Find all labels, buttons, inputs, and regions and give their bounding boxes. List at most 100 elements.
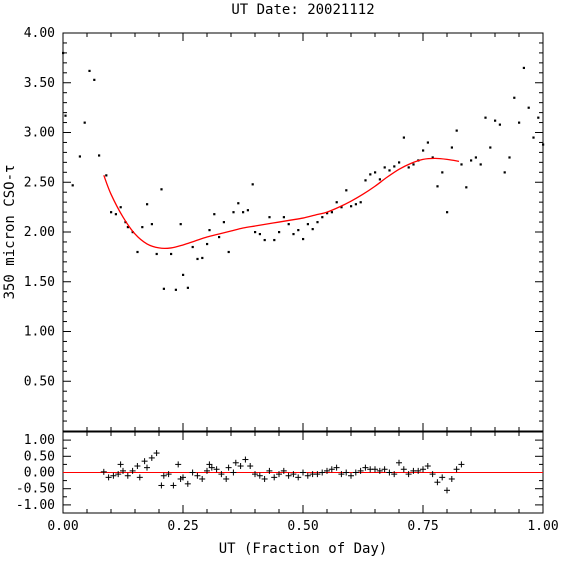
tau-point	[254, 231, 257, 234]
tau-point	[162, 287, 165, 290]
residual-point	[314, 471, 321, 478]
residual-point	[372, 466, 378, 473]
y-tick-label: 0.50	[24, 374, 55, 389]
tau-point	[503, 171, 506, 174]
tau-point	[494, 119, 497, 122]
residual-point	[206, 461, 213, 468]
tau-point	[527, 106, 530, 109]
tau-point	[141, 226, 144, 229]
tau-point	[498, 123, 501, 126]
residual-point	[376, 467, 383, 474]
tau-point	[484, 116, 487, 119]
residual-point	[343, 469, 350, 476]
tau-point	[170, 252, 173, 256]
top-panel: 0.50 1.00 1.50 2.00 2.50 3.00 3.50 4.00	[24, 26, 545, 432]
y-tick-label: 3.50	[24, 76, 55, 91]
tau-point	[78, 155, 81, 158]
residual-point	[134, 463, 141, 470]
tau-point	[412, 163, 415, 166]
residual-point	[100, 468, 107, 475]
residual-point	[352, 469, 359, 476]
residual-point	[429, 471, 436, 478]
tau-point	[114, 213, 117, 216]
residual-point	[276, 471, 282, 478]
residual-point	[444, 487, 450, 494]
x-tick-label: 1.00	[527, 519, 558, 534]
residual-point	[252, 471, 258, 478]
residual-y-tick-label: 0.50	[24, 449, 55, 464]
residual-point	[290, 471, 297, 478]
y-tick-label: 1.50	[24, 275, 55, 290]
residual-point	[280, 467, 287, 474]
residual-point	[415, 467, 422, 474]
residual-y-tick-label: -1.00	[16, 498, 55, 513]
residual-point	[295, 474, 302, 481]
tau-point	[393, 165, 396, 168]
tau-point	[326, 212, 329, 215]
tau-point	[258, 232, 261, 236]
tau-point	[98, 154, 101, 157]
tau-point	[227, 250, 230, 254]
tau-point	[508, 156, 511, 159]
residual-y-tick-label: 0.00	[24, 466, 55, 481]
tau-point	[359, 201, 362, 204]
residual-point	[218, 471, 225, 478]
residual-point	[199, 475, 206, 482]
residual-point	[124, 472, 131, 479]
tau-point	[208, 229, 211, 232]
tau-point	[450, 146, 453, 149]
tau-point	[345, 189, 348, 192]
tau-point	[460, 163, 463, 166]
tau-point	[537, 116, 540, 119]
tau-point	[64, 114, 67, 117]
tau-point	[110, 211, 113, 214]
y-tick-label: 3.00	[24, 126, 55, 141]
tau-point	[237, 202, 240, 205]
tau-point	[105, 174, 108, 177]
tau-point	[388, 169, 391, 172]
residual-point	[285, 472, 292, 479]
tau-point	[136, 250, 139, 254]
residual-point	[405, 471, 412, 478]
tau-point	[206, 242, 209, 246]
tau-point	[232, 211, 235, 214]
residual-point	[338, 471, 345, 478]
tau-point	[191, 245, 194, 249]
tau-point	[213, 213, 216, 216]
tau-point	[431, 156, 434, 159]
residual-point	[319, 469, 326, 476]
tau-point	[218, 235, 221, 239]
residual-point	[141, 458, 148, 465]
residual-point	[129, 467, 136, 474]
residual-point	[391, 471, 398, 478]
residual-point	[386, 469, 393, 476]
tau-point	[474, 156, 477, 159]
tau-point	[402, 136, 405, 139]
tau-point	[182, 273, 185, 276]
residual-y-tick-label: 1.00	[24, 433, 55, 448]
tau-point	[532, 136, 535, 139]
residual-point	[453, 466, 460, 473]
residual-point	[242, 456, 249, 463]
tau-point	[426, 141, 429, 144]
residual-point	[357, 467, 364, 474]
residual-point	[115, 471, 122, 478]
tau-point	[422, 149, 425, 152]
residual-point	[232, 459, 239, 466]
tau-point	[316, 221, 319, 224]
x-tick-label: 0.75	[407, 519, 438, 534]
tau-point	[62, 51, 65, 55]
tau-point	[126, 226, 129, 229]
residual-point	[189, 469, 196, 476]
tau-point	[282, 216, 285, 219]
residual-point	[237, 463, 244, 470]
fit-curve	[103, 157, 460, 250]
residual-point	[266, 467, 273, 474]
tau-point	[465, 186, 468, 189]
residual-point	[458, 461, 465, 468]
tau-point	[350, 205, 353, 208]
chart-title: UT Date: 20021112	[231, 2, 374, 18]
residual-point	[204, 467, 210, 474]
tau-point	[489, 146, 492, 149]
tau-point	[446, 211, 449, 214]
